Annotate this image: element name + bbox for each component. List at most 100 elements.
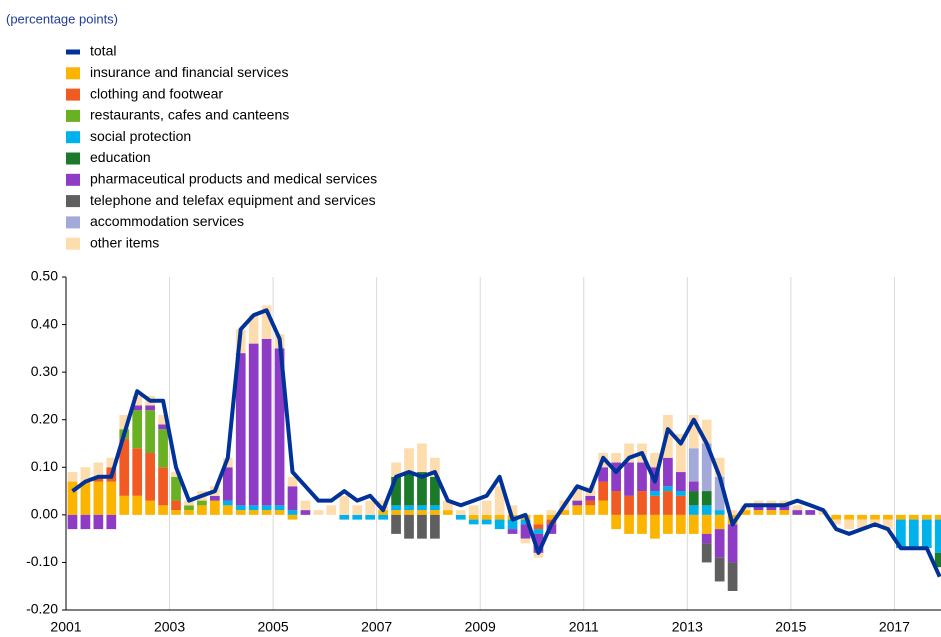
bar-segment — [235, 510, 246, 515]
bar-segment — [430, 457, 440, 477]
bar-segment — [119, 438, 130, 496]
y-tick-label: -0.20 — [26, 601, 58, 617]
bar-segment — [675, 514, 686, 534]
bar-segment — [339, 495, 350, 515]
bar-segment — [675, 472, 686, 492]
bar-segment — [404, 505, 414, 511]
bar-segment — [675, 491, 686, 496]
bar-segment — [572, 486, 583, 501]
bar-segment — [404, 472, 414, 506]
bar-segment — [688, 514, 699, 534]
bar-segment — [844, 514, 854, 520]
bar-segment — [417, 510, 427, 515]
bar-segment — [248, 315, 259, 344]
bar-segment — [184, 510, 194, 515]
legend-label: telephone and telefax equipment and serv… — [90, 192, 376, 208]
chart-subtitle: (percentage points) — [6, 11, 118, 26]
bar-segment — [391, 505, 401, 511]
bar-segment — [481, 519, 492, 525]
bar-segment — [93, 481, 104, 515]
y-tick-label: 0.20 — [31, 410, 58, 426]
bar-segment — [132, 410, 143, 449]
bar-segment — [611, 491, 621, 515]
bar-segment — [559, 510, 570, 515]
bar-segment — [507, 519, 518, 530]
bar-segment — [624, 462, 634, 496]
bar-segment — [300, 500, 311, 511]
bar-segment — [404, 448, 414, 473]
bar-segment — [494, 514, 505, 520]
bar-segment — [417, 472, 427, 506]
bar-segment — [637, 462, 647, 492]
bar-segment — [844, 519, 854, 530]
bar-segment — [93, 476, 104, 482]
bar-segment — [80, 481, 91, 515]
bar-segment — [209, 495, 220, 501]
x-tick-label: 2017 — [879, 619, 910, 635]
y-tick-label: -0.10 — [26, 553, 58, 569]
bar-segment — [663, 486, 673, 492]
bar-segment — [287, 486, 298, 511]
bar-segment — [650, 453, 660, 468]
bar-segment — [753, 500, 764, 506]
bar-segment — [598, 481, 609, 501]
bar-segment — [753, 510, 764, 515]
bar-segment — [779, 500, 790, 506]
bar-segment — [598, 500, 609, 515]
bar-segment — [740, 510, 751, 515]
bar-segment — [287, 476, 298, 487]
bar-segment — [93, 514, 104, 530]
bar-segment — [171, 500, 181, 511]
bar-segment — [158, 505, 168, 515]
legend-swatch — [66, 152, 80, 165]
bar-segment — [650, 491, 660, 496]
bar-segment — [430, 505, 440, 511]
x-tick-label: 2003 — [154, 619, 185, 635]
bar-segment — [417, 514, 427, 539]
bar-segment — [831, 519, 842, 525]
bar-segment — [533, 533, 544, 553]
bar-segment — [378, 510, 388, 515]
y-tick-label: 0.40 — [31, 315, 58, 331]
bar-segment — [171, 472, 181, 477]
bar-segment — [171, 476, 181, 501]
bar-segment — [119, 495, 130, 515]
x-tick-label: 2009 — [465, 619, 496, 635]
bar-segment — [701, 533, 712, 544]
bar-segment — [701, 443, 712, 492]
legend-label: total — [90, 43, 116, 59]
bar-segment — [766, 500, 777, 506]
bar-segment — [766, 510, 777, 515]
bar-segment — [248, 505, 259, 511]
total-line — [71, 308, 941, 578]
legend-label: clothing and footwear — [90, 85, 223, 101]
bar-segment — [934, 514, 941, 520]
bar-segment — [533, 514, 544, 525]
bar-segment — [145, 500, 155, 515]
bar-segment — [921, 514, 932, 520]
bar-segment — [158, 424, 168, 430]
bar-segment — [792, 510, 803, 515]
bar-segment — [714, 557, 725, 582]
bar-segment — [481, 514, 492, 520]
bar-segment — [248, 510, 259, 515]
bar-segment — [145, 410, 155, 454]
bar-segment — [222, 500, 233, 506]
bar-segment — [67, 514, 78, 530]
bar-segment — [455, 514, 466, 520]
bar-segment — [714, 457, 725, 477]
bar-segment — [417, 505, 427, 511]
bar-segment — [352, 505, 363, 515]
legend-label: insurance and financial services — [90, 64, 288, 80]
bar-segment — [339, 514, 350, 520]
bar-segment — [896, 519, 906, 549]
bar-segment — [404, 514, 414, 539]
bar-segment — [184, 500, 194, 506]
bar-segment — [934, 552, 941, 568]
bar-segment — [171, 510, 181, 515]
bar-segment — [624, 495, 634, 515]
bar-segment — [766, 505, 777, 511]
bar-segment — [675, 433, 686, 473]
bar-segment — [934, 519, 941, 553]
